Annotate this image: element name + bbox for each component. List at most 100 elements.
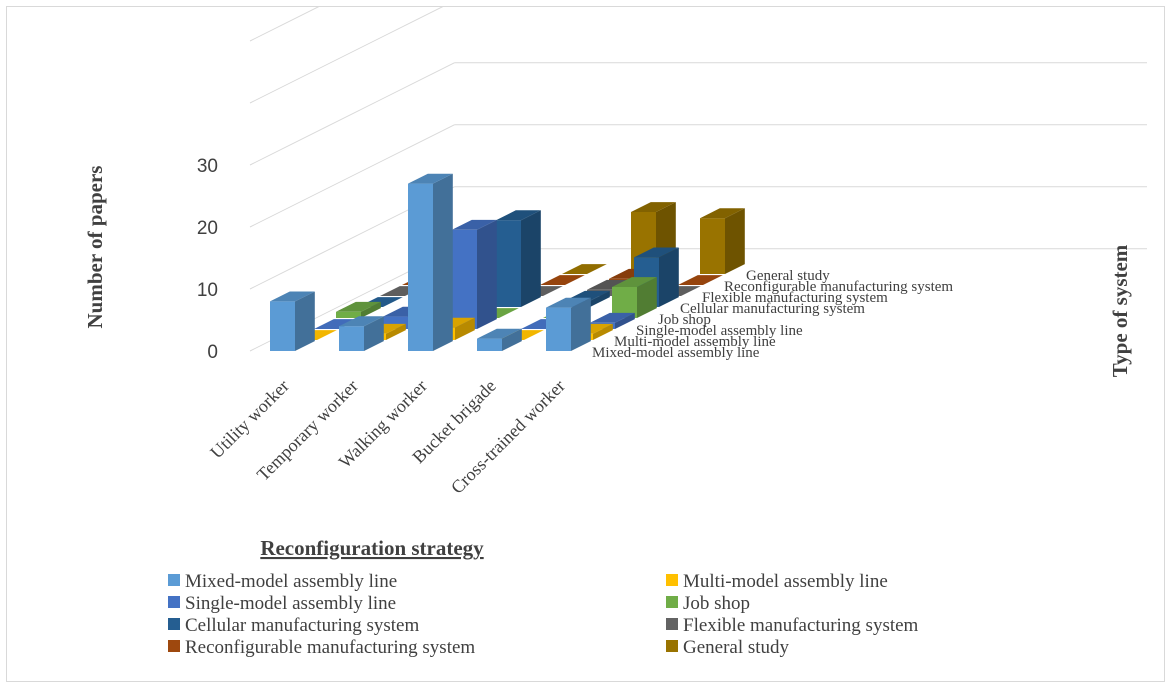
bar-front [270,301,295,351]
legend-item: Reconfigurable manufacturing system [168,637,475,658]
legend: Mixed-model assembly line Multi-model ass… [168,571,919,658]
side-gridline-upper [249,7,444,104]
y-axis-title: Number of papers [83,166,107,329]
legend-swatch [168,640,180,652]
labels: 0 10 20 30 Mixed-model assembly lineMulti-mo… [83,156,1132,560]
depth-axis-label: Mixed-model assembly line [592,345,760,361]
bar-side [295,291,315,351]
bar-top [477,328,522,339]
x-axis-title: Reconfiguration strategy [260,536,484,560]
bar-top [631,202,676,212]
gridlines [249,7,1147,352]
bar-side [364,316,384,351]
y-tick-label: 10 [197,280,218,301]
bar [546,297,591,351]
legend-swatch [168,596,180,608]
bar-top [408,173,453,184]
z-axis-title: Type of system [1108,244,1132,377]
depth-axis-label: Cellular manufacturing system [680,301,865,317]
legend-swatch [168,574,180,586]
legend-item: Flexible manufacturing system [666,615,919,636]
chart-frame: 0 10 20 30 Mixed-model assembly line Multi-mo… [6,6,1165,682]
bar-top [546,297,591,308]
bar-side [477,219,497,329]
bar-front [339,326,364,351]
depth-axis-label: Job shop [658,312,711,328]
legend-label: Job shop [683,593,750,614]
bar [678,275,723,285]
legend-label: Reconfigurable manufacturing system [185,637,475,658]
bar-floor [562,264,607,274]
legend-item: Single-model assembly line [168,593,396,614]
depth-axis-label: Multi-model assembly line [614,334,776,350]
side-gridline-2 [249,124,455,228]
bar [270,291,315,351]
bar-side [637,277,657,318]
bar-top [339,316,384,327]
bar-front [496,220,521,307]
legend-label: Cellular manufacturing system [185,615,419,636]
legend-label: Flexible manufacturing system [683,615,919,636]
bar-side [521,210,541,307]
legend-item: Multi-model assembly line [666,571,888,592]
bar [336,301,381,318]
bar [339,316,384,351]
bar-top [496,210,541,221]
bar [408,173,453,351]
legend-swatch [666,640,678,652]
legend-swatch [666,618,678,630]
y-tick-label: 30 [197,156,218,177]
bar-top [587,279,632,290]
depth-axis-label: Single-model assembly line [636,323,803,339]
bar-floor [314,319,359,329]
bar [314,319,359,329]
bar-side [502,328,522,351]
bar-side [590,290,610,307]
bar-side [615,312,635,329]
bar [452,219,497,329]
legend-item: Mixed-model assembly line [168,571,397,592]
bar [540,275,585,285]
bar-side [571,297,591,351]
bar-top [336,301,381,312]
legend-label: Multi-model assembly line [683,571,888,592]
legend-label: Single-model assembly line [185,593,396,614]
bar-side [361,301,381,318]
legend-item: General study [666,637,790,658]
bar-front [612,287,637,318]
bar-front [546,307,571,351]
bar-side [433,173,453,351]
legend-item: Job shop [666,593,750,614]
bar [700,208,745,274]
legend-label: Mixed-model assembly line [185,571,397,592]
bar-front [477,338,502,351]
bar-top [612,277,657,287]
legend-swatch [666,574,678,586]
bar-top [700,208,745,219]
bar-floor [678,275,723,285]
bar-floor [540,275,585,285]
depth-axis-label: Reconfigurable manufacturing system [724,279,953,295]
bars [270,173,745,351]
y-tick-label: 0 [207,342,218,363]
bar-top [270,291,315,302]
bar-side [725,208,745,274]
bar-front [700,218,725,274]
bar-top [634,247,679,258]
bar-top [590,312,635,323]
bar-front [452,229,477,329]
legend-item: Cellular manufacturing system [168,615,419,636]
bar-side [593,323,613,340]
depth-axis-label: Flexible manufacturing system [702,290,888,306]
side-gridline-3 [249,62,455,166]
bar-front [408,183,433,351]
depth-axis-label: General study [746,268,830,284]
bar [477,328,522,351]
y-tick-label: 20 [197,218,218,239]
legend-swatch [168,618,180,630]
bar-top [452,219,497,230]
bar-side [386,323,406,340]
x-category-label: Cross-trained worker [447,376,569,498]
bar [496,210,541,307]
